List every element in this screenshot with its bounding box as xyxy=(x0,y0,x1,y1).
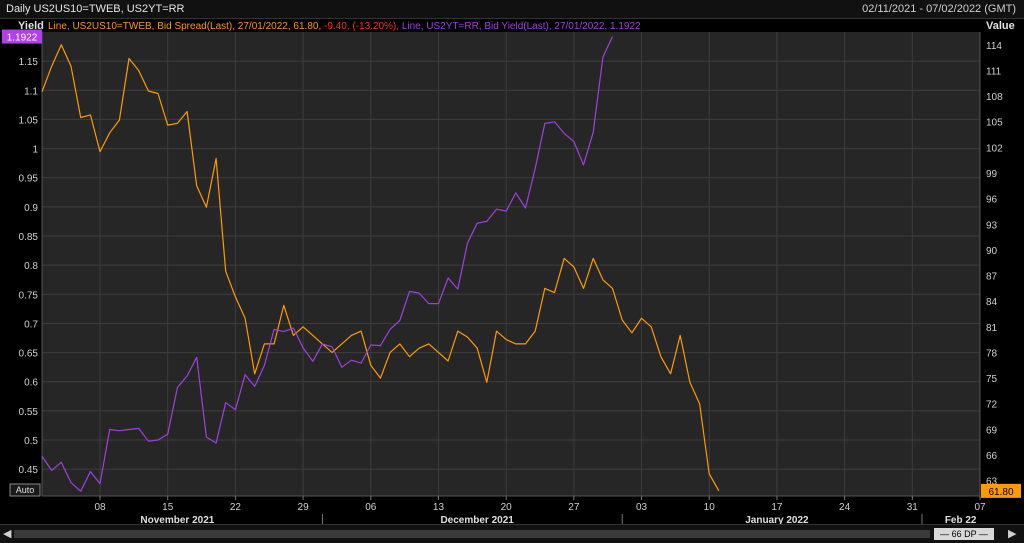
left-tick-label: 0.95 xyxy=(19,174,39,185)
right-tick-label: 114 xyxy=(986,41,1002,52)
right-tick-label: 105 xyxy=(986,118,1003,129)
x-tick-label: 24 xyxy=(839,502,851,513)
x-tick-label: 03 xyxy=(636,502,648,513)
scroll-track[interactable] xyxy=(14,530,930,538)
month-label: December 2021 xyxy=(440,515,514,524)
right-tick-label: 96 xyxy=(986,195,998,206)
x-tick-label: 17 xyxy=(771,502,783,513)
right-tick-label: 75 xyxy=(986,374,998,385)
right-tick-label: 66 xyxy=(986,451,998,462)
left-tick-label: 0.65 xyxy=(19,349,39,360)
legend: Line, US2US10=TWEB, Bid Spread(Last), 27… xyxy=(48,21,641,32)
chart-title: Daily US2US10=TWEB, US2YT=RR xyxy=(6,3,185,15)
x-tick-label: 08 xyxy=(94,502,106,513)
left-tick-label: 1.15 xyxy=(19,57,39,68)
legend-spread-change: -9.40, (-13.20%), xyxy=(324,21,402,32)
data-points-control[interactable]: — 66 DP — xyxy=(934,528,994,540)
right-tick-label: 108 xyxy=(986,92,1003,103)
chart-area[interactable]: Yield Value 0.45 0.5 0.55 0.6 0.65 0.7 0.75 0.8 0.… xyxy=(0,18,1024,524)
right-tick-label: 72 xyxy=(986,400,998,411)
left-tick-label: 1.1 xyxy=(24,86,38,97)
legend-yield: Line, US2YT=RR, Bid Yield(Last), 27/01/2… xyxy=(402,21,641,32)
horizontal-scrollbar[interactable]: ◀ — 66 DP — ▶ xyxy=(0,524,1024,543)
x-tick-label: 13 xyxy=(433,502,445,513)
x-tick-label: 07 xyxy=(974,502,986,513)
spread-series-line xyxy=(41,44,720,492)
x-tick-label: 29 xyxy=(298,502,310,513)
right-tick-label: 111 xyxy=(986,66,1002,77)
right-tick-label: 78 xyxy=(986,348,998,359)
left-tick-label: 0.75 xyxy=(19,290,39,301)
legend-spread: Line, US2US10=TWEB, Bid Spread(Last), 27… xyxy=(48,21,324,32)
right-tick-label: 99 xyxy=(986,169,998,180)
left-tick-label: 0.6 xyxy=(24,378,38,389)
left-tick-label: 0.85 xyxy=(19,232,39,243)
x-tick-label: 22 xyxy=(230,502,242,513)
month-label: January 2022 xyxy=(745,515,809,524)
auto-button-label: Auto xyxy=(16,485,35,495)
plot-background xyxy=(42,32,980,496)
right-tick-label: 93 xyxy=(986,220,998,231)
right-axis-title: Value xyxy=(986,20,1015,32)
yield-current-value: 1.1922 xyxy=(7,33,38,44)
right-tick-label: 90 xyxy=(986,246,998,257)
right-tick-label: 69 xyxy=(986,425,998,436)
title-bar: Daily US2US10=TWEB, US2YT=RR 02/11/2021 … xyxy=(0,0,1024,19)
x-tick-label: 27 xyxy=(568,502,580,513)
right-tick-label: 84 xyxy=(986,297,998,308)
auto-button[interactable] xyxy=(9,483,41,497)
yield-current-badge xyxy=(2,29,42,44)
yield-series-line xyxy=(41,36,614,492)
spread-current-badge xyxy=(981,483,1021,498)
x-tick-label: 10 xyxy=(704,502,716,513)
x-tick-label: 20 xyxy=(501,502,513,513)
x-tick-label: 06 xyxy=(365,502,377,513)
left-tick-label: 0.8 xyxy=(24,261,38,272)
left-tick-label: 0.5 xyxy=(24,436,38,447)
date-range: 02/11/2021 - 07/02/2022 (GMT) xyxy=(862,3,1016,15)
left-tick-label: 1 xyxy=(32,145,38,156)
month-label: Feb 22 xyxy=(945,515,977,524)
left-tick-label: 1.05 xyxy=(19,115,39,126)
left-tick-label: 0.55 xyxy=(19,407,39,418)
left-tick-label: 0.45 xyxy=(19,465,39,476)
right-tick-label: 63 xyxy=(986,477,998,488)
month-label: November 2021 xyxy=(140,515,214,524)
left-tick-label: 0.7 xyxy=(24,319,38,330)
right-tick-label: 81 xyxy=(986,323,998,334)
right-tick-label: 102 xyxy=(986,143,1003,154)
left-tick-label: 0.9 xyxy=(24,203,38,214)
x-tick-label: 15 xyxy=(162,502,174,513)
spread-current-value: 61.80 xyxy=(988,487,1013,498)
scroll-right-icon[interactable]: ▶ xyxy=(1008,528,1017,540)
scroll-left-icon[interactable]: ◀ xyxy=(3,528,12,540)
x-tick-label: 31 xyxy=(907,502,919,513)
left-axis-title: Yield xyxy=(18,20,44,32)
dp-label: 66 DP xyxy=(951,529,977,539)
right-tick-label: 87 xyxy=(986,272,998,283)
